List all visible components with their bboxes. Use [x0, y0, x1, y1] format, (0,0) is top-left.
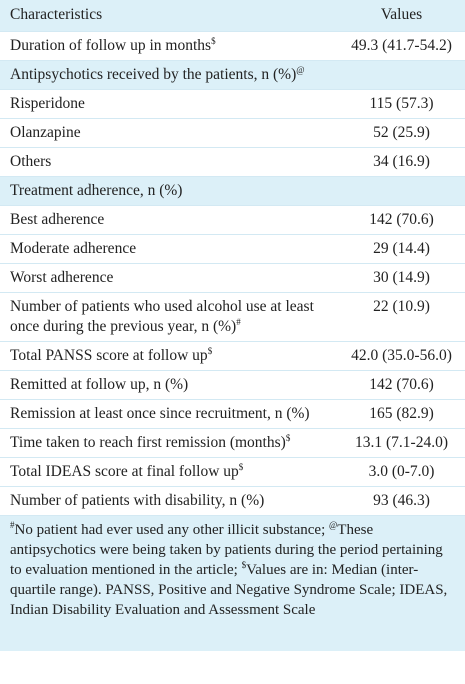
label-cell: Time taken to reach first remission (mon… [0, 428, 336, 458]
row-label: Remission at least once since recruitmen… [10, 405, 310, 422]
superscript: $ [241, 560, 247, 570]
superscript: @ [329, 520, 338, 530]
data-table: Characteristics Values Duration of follo… [0, 0, 465, 516]
row-label: Total PANSS score at follow up [10, 347, 208, 364]
superscript: @ [296, 64, 305, 75]
label-cell: Remitted at follow up, n (%) [0, 370, 336, 400]
table-row: Number of patients who used alcohol use … [0, 292, 465, 342]
superscript: $ [238, 461, 244, 472]
table-row: Worst adherence 30 (14.9) [0, 263, 465, 293]
row-label: Moderate adherence [10, 240, 137, 257]
label-cell: Best adherence [0, 205, 336, 235]
value-cell: 93 (46.3) [336, 486, 465, 516]
superscript: $ [207, 345, 213, 356]
superscript: # [236, 316, 241, 327]
label-cell: Others [0, 147, 336, 177]
row-value: 29 (14.4) [373, 240, 430, 257]
row-label: Remitted at follow up, n (%) [10, 376, 189, 393]
value-cell: 165 (82.9) [336, 399, 465, 429]
row-label: Time taken to reach first remission (mon… [10, 434, 286, 451]
table-row: Time taken to reach first remission (mon… [0, 428, 465, 458]
value-cell: 42.0 (35.0-56.0) [336, 341, 465, 371]
table-row: Antipsychotics received by the patients,… [0, 60, 465, 90]
row-label: Duration of follow up in months [10, 37, 212, 54]
table-row: Total PANSS score at follow up$ 42.0 (35.… [0, 341, 465, 371]
row-label: Others [10, 153, 52, 170]
header-cell: Values [336, 0, 465, 32]
table-body: Duration of follow up in months$ 49.3 (41… [0, 31, 465, 516]
table-row: Moderate adherence 29 (14.4) [0, 234, 465, 264]
footnote-text: Values are in: Median (inter-quartile ra… [10, 562, 448, 618]
label-cell: Treatment adherence, n (%) [0, 176, 336, 206]
value-cell: 29 (14.4) [336, 234, 465, 264]
label-cell: Worst adherence [0, 263, 336, 293]
row-label: Total IDEAS score at final follow up [10, 463, 239, 480]
value-cell: 3.0 (0-7.0) [336, 457, 465, 487]
row-label: Risperidone [10, 95, 85, 112]
footnote: #No patient had ever used any other illi… [0, 516, 465, 651]
row-value: 115 (57.3) [369, 95, 434, 112]
value-cell: 13.1 (7.1-24.0) [336, 428, 465, 458]
value-cell [336, 60, 465, 90]
value-cell: 30 (14.9) [336, 263, 465, 293]
superscript: $ [211, 35, 216, 46]
footnote-text: No patient had ever used any other illic… [14, 522, 329, 538]
table-row: Remitted at follow up, n (%) 142 (70.6) [0, 370, 465, 400]
superscript: $ [285, 432, 291, 443]
value-cell: 142 (70.6) [336, 205, 465, 235]
label-cell: Olanzapine [0, 118, 336, 148]
row-value: 93 (46.3) [373, 492, 430, 509]
table-row: Remission at least once since recruitmen… [0, 399, 465, 429]
value-cell: 49.3 (41.7-54.2) [336, 31, 465, 61]
label-cell: Number of patients who used alcohol use … [0, 292, 336, 342]
row-value: 165 (82.9) [369, 405, 434, 422]
table-row: Total IDEAS score at final follow up$ 3.0… [0, 457, 465, 487]
row-value: 49.3 (41.7-54.2) [351, 37, 452, 54]
row-label: Olanzapine [10, 124, 81, 141]
label-cell: Antipsychotics received by the patients,… [0, 60, 336, 90]
value-cell: 115 (57.3) [336, 89, 465, 119]
row-value: 52 (25.9) [373, 124, 430, 141]
label-cell: Duration of follow up in months$ [0, 31, 336, 61]
superscript: # [10, 520, 15, 530]
row-value: 3.0 (0-7.0) [368, 463, 435, 480]
table-row: Number of patients with disability, n (%… [0, 486, 465, 516]
header-cell: Characteristics [0, 0, 336, 32]
value-cell: 52 (25.9) [336, 118, 465, 148]
row-label: Number of patients who used alcohol use … [10, 298, 314, 335]
header-row: Characteristics Values [0, 0, 465, 32]
row-label: Worst adherence [10, 269, 114, 286]
table-row: Olanzapine 52 (25.9) [0, 118, 465, 148]
label-cell: Total PANSS score at follow up$ [0, 341, 336, 371]
label-cell: Total IDEAS score at final follow up$ [0, 457, 336, 487]
value-cell [336, 176, 465, 206]
label-cell: Number of patients with disability, n (%… [0, 486, 336, 516]
row-label: Antipsychotics received by the patients,… [10, 66, 297, 83]
row-value: 142 (70.6) [369, 376, 434, 393]
row-value: 34 (16.9) [373, 153, 430, 170]
value-cell: 142 (70.6) [336, 370, 465, 400]
value-cell: 22 (10.9) [336, 292, 465, 342]
label-cell: Risperidone [0, 89, 336, 119]
label-cell: Remission at least once since recruitmen… [0, 399, 336, 429]
footnote-text: These antipsychotics were being taken by… [10, 522, 443, 578]
table-row: Risperidone 115 (57.3) [0, 89, 465, 119]
row-label: Best adherence [10, 211, 105, 228]
row-value: 30 (14.9) [373, 269, 430, 286]
table-row: Duration of follow up in months$ 49.3 (41… [0, 31, 465, 61]
table-row: Best adherence 142 (70.6) [0, 205, 465, 235]
table-row: Others 34 (16.9) [0, 147, 465, 177]
row-value: 13.1 (7.1-24.0) [355, 434, 448, 451]
row-value: 42.0 (35.0-56.0) [351, 347, 452, 364]
row-label: Number of patients with disability, n (%… [10, 492, 265, 509]
row-label: Treatment adherence, n (%) [10, 182, 183, 199]
row-value: 22 (10.9) [373, 298, 430, 315]
table-row: Treatment adherence, n (%) [0, 176, 465, 206]
label-cell: Moderate adherence [0, 234, 336, 264]
row-value: 142 (70.6) [369, 211, 434, 228]
value-cell: 34 (16.9) [336, 147, 465, 177]
